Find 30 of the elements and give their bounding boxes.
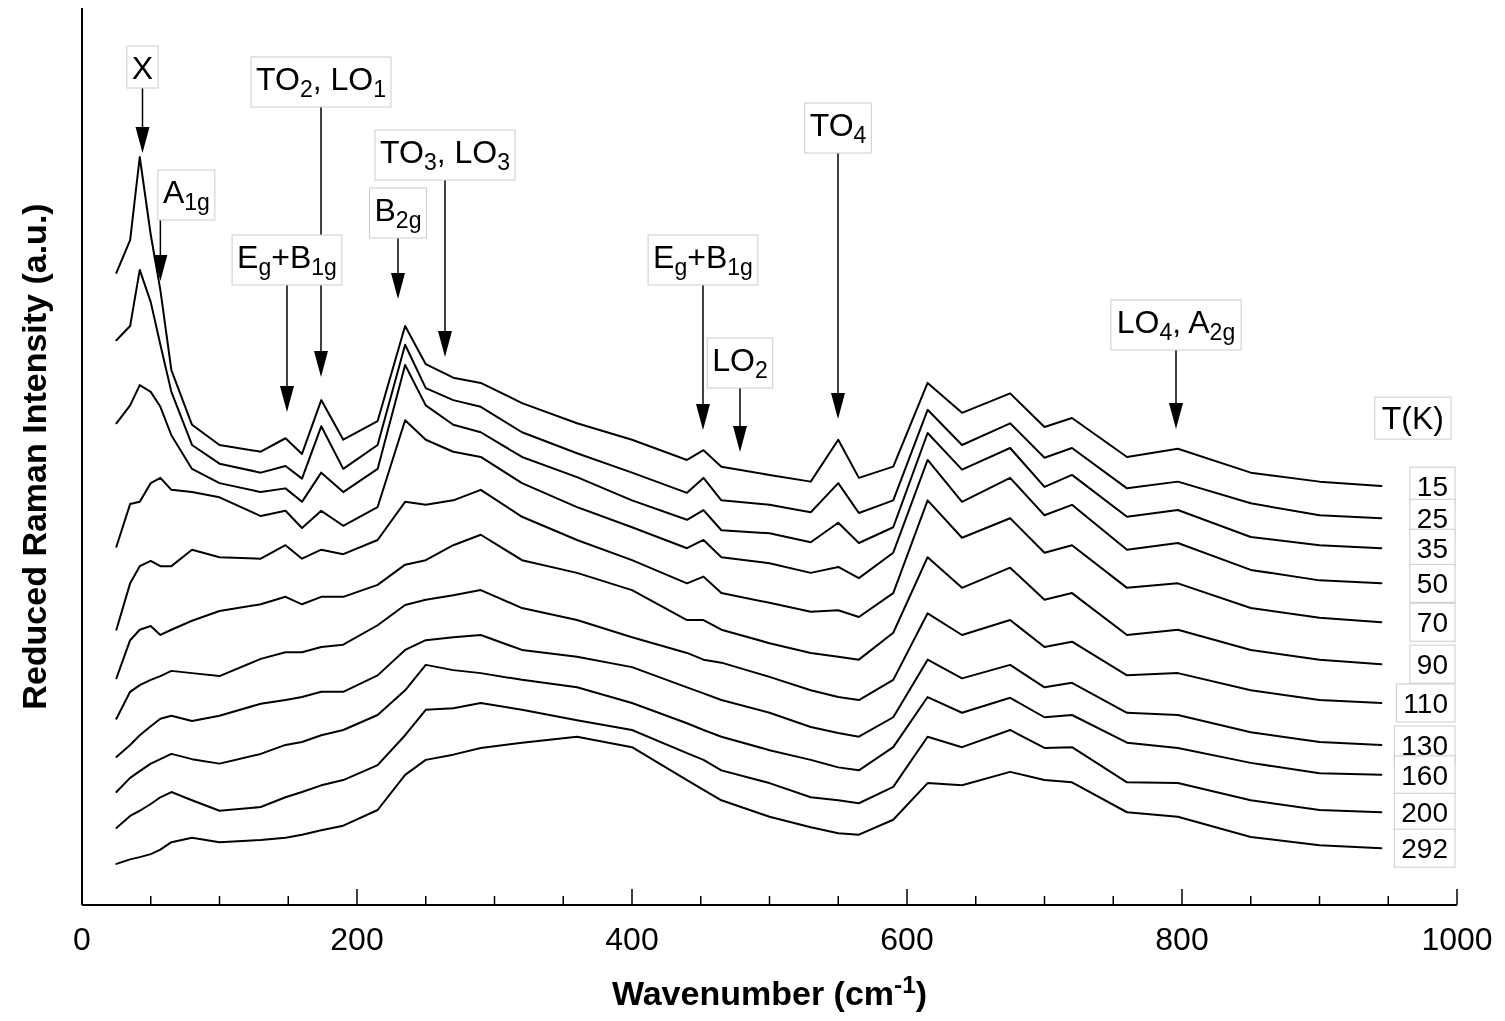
- series-label: 160: [1401, 759, 1448, 791]
- series-label: 90: [1416, 649, 1449, 681]
- series-label: 292: [1401, 833, 1448, 865]
- series-label: 35: [1416, 533, 1449, 565]
- legend-title: T(K): [1381, 400, 1444, 437]
- series-label: 50: [1416, 568, 1449, 600]
- annotation: E$_{g}$+B$_{1g}$: [237, 239, 337, 280]
- annotation: E$_{g}$+B$_{1g}$: [653, 239, 753, 280]
- annotation: TO$_{3}$, LO$_{3}$: [380, 134, 510, 175]
- text: TO$_{4}$: [809, 107, 867, 148]
- series-label: 15: [1416, 471, 1449, 503]
- x-tick-label: 1000: [1421, 921, 1493, 957]
- x-tick-label: 200: [330, 921, 384, 957]
- x-tick-label: 600: [880, 921, 934, 957]
- annotation: LO$_{4}$, A$_{2g}$: [1116, 304, 1236, 345]
- series-label: 110: [1403, 688, 1448, 720]
- x-tick-label: 400: [605, 921, 659, 957]
- series-label: 130: [1401, 729, 1448, 761]
- series-label: 25: [1416, 503, 1449, 535]
- x-tick-label: 800: [1155, 921, 1209, 957]
- annotation: X: [131, 50, 154, 86]
- x-axis-title: Wavenumber (cm$^{-1}$): [611, 971, 928, 1012]
- series-label: 200: [1401, 797, 1448, 829]
- series-label: 70: [1416, 607, 1449, 639]
- annotation: B$_{2g}$: [374, 192, 422, 233]
- text: TO$_{2}$, LO$_{1}$: [256, 61, 386, 102]
- x-tick-label: 0: [73, 921, 91, 957]
- annotation: LO$_{2}$: [712, 342, 768, 383]
- y-axis-title: Reduced Raman Intensity (a.u.): [15, 203, 53, 710]
- annotation: A$_{1g}$: [162, 174, 210, 215]
